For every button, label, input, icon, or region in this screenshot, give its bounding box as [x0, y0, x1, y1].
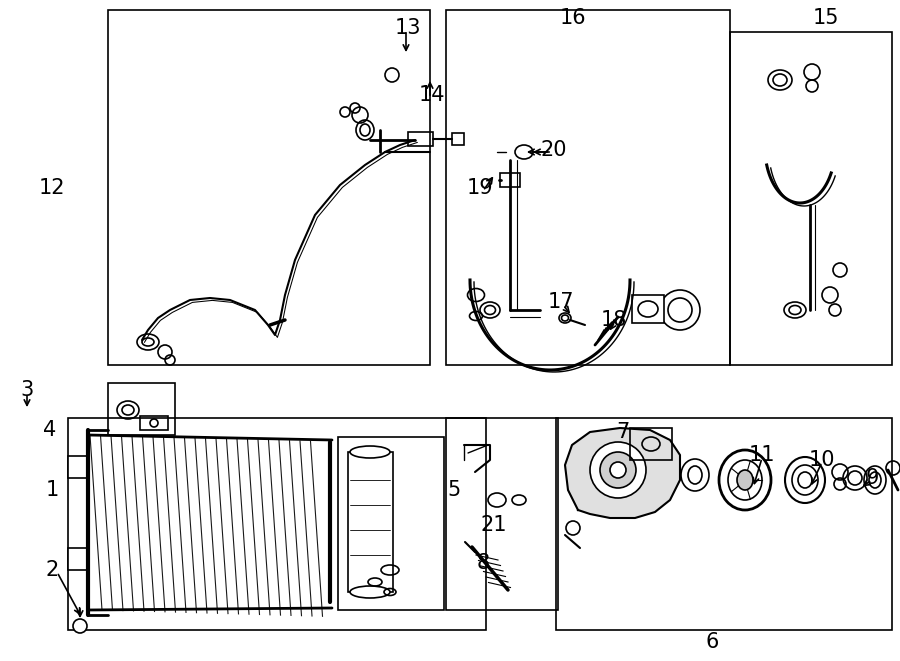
Text: 14: 14 [418, 85, 446, 105]
Text: 8: 8 [476, 553, 490, 573]
Ellipse shape [719, 450, 771, 510]
Bar [630, 428, 672, 460]
Bar [408, 132, 433, 146]
Text: 6: 6 [706, 632, 719, 652]
Polygon shape [565, 428, 680, 518]
Text: 11: 11 [749, 445, 775, 465]
Text: 12: 12 [39, 178, 65, 198]
Bar [68, 456, 88, 478]
Bar [730, 32, 892, 365]
Circle shape [73, 619, 87, 633]
Bar [452, 133, 464, 145]
Bar [108, 10, 430, 365]
Text: 9: 9 [865, 468, 878, 488]
Circle shape [590, 442, 646, 498]
Text: 7: 7 [616, 422, 630, 442]
Ellipse shape [350, 446, 390, 458]
Bar [338, 437, 444, 610]
Bar [108, 383, 175, 435]
Text: 16: 16 [560, 8, 586, 28]
Text: 3: 3 [21, 380, 33, 400]
Bar [556, 418, 892, 630]
Text: 18: 18 [601, 310, 627, 330]
Bar [140, 416, 168, 430]
Text: 13: 13 [395, 18, 421, 38]
Text: 1: 1 [45, 480, 58, 500]
Text: 5: 5 [447, 480, 461, 500]
Bar [446, 10, 730, 365]
Text: 15: 15 [813, 8, 839, 28]
Bar [500, 173, 520, 187]
Bar [348, 452, 393, 592]
Text: 4: 4 [43, 420, 57, 440]
Text: 20: 20 [541, 140, 567, 160]
Text: 17: 17 [548, 292, 574, 312]
Ellipse shape [785, 457, 825, 503]
Text: 2: 2 [45, 560, 58, 580]
Bar [446, 418, 558, 610]
Ellipse shape [350, 586, 390, 598]
Text: 21: 21 [481, 515, 508, 535]
Bar [68, 548, 88, 570]
Bar [632, 295, 664, 323]
Circle shape [610, 462, 626, 478]
Circle shape [600, 452, 636, 488]
Ellipse shape [737, 470, 753, 490]
Text: 19: 19 [467, 178, 493, 198]
Circle shape [566, 521, 580, 535]
Bar [68, 418, 486, 630]
Text: 10: 10 [809, 450, 835, 470]
